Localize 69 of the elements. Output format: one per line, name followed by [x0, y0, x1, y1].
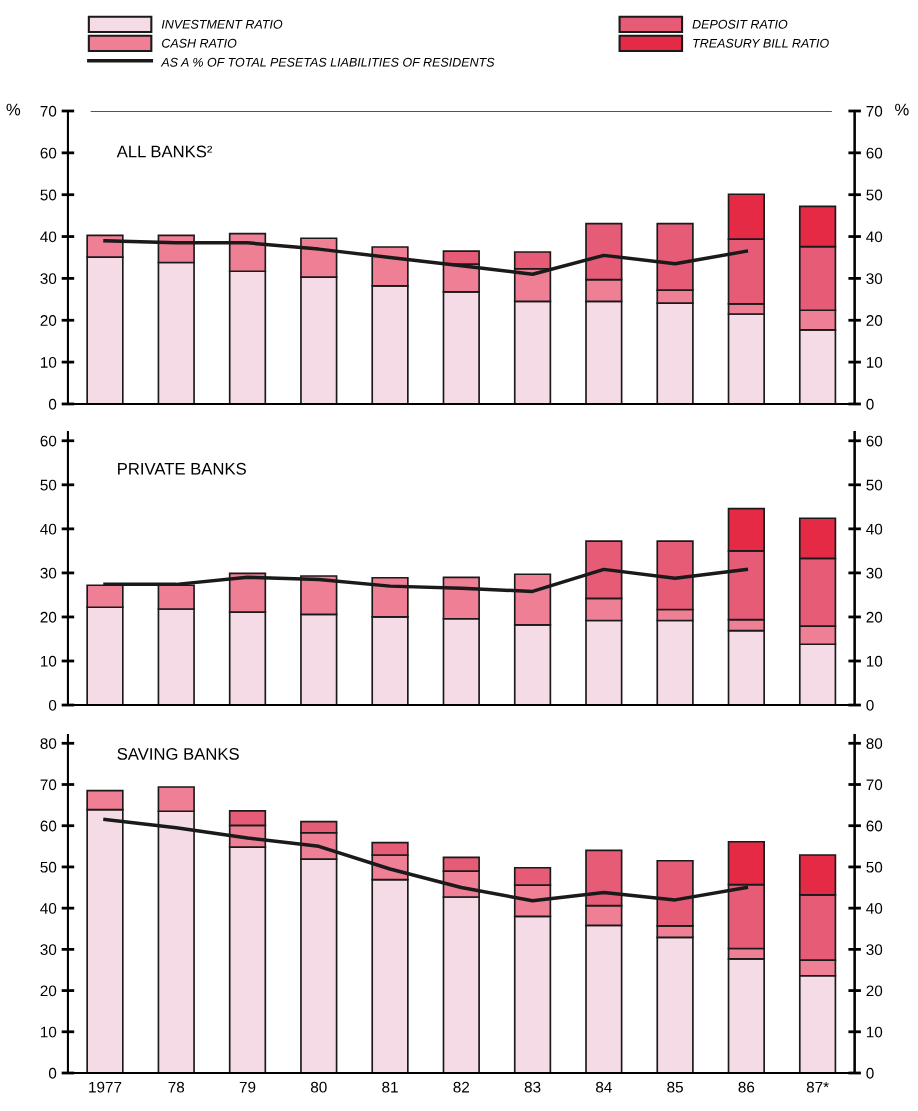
y2-tick-label: 0 — [866, 1067, 874, 1079]
x-tick-label: 81 — [382, 1081, 398, 1093]
y-tick-label: 0 — [48, 699, 57, 711]
y-tick-label: 60 — [40, 820, 57, 832]
y-tick-label: 40 — [40, 231, 57, 243]
y2-tick-label: 50 — [866, 861, 883, 873]
y2-tick-label: 30 — [866, 567, 883, 579]
text: ALL BANKS² — [116, 145, 213, 158]
y2-tick-label: 20 — [866, 985, 883, 997]
y-tick-label: 30 — [40, 273, 57, 285]
y-tick-label: 30 — [40, 944, 57, 956]
x-tick-label: 86 — [738, 1081, 755, 1093]
y-tick-label: 20 — [40, 611, 57, 623]
y2-tick-label: 50 — [866, 189, 883, 201]
x-tick-label: 84 — [595, 1081, 612, 1093]
y2-tick-label: 20 — [866, 611, 883, 623]
y-tick-label: 70 — [40, 105, 57, 117]
y2-tick-label: 40 — [866, 903, 883, 914]
y2-tick-label: 70 — [866, 779, 883, 791]
y-tick-label: 20 — [40, 315, 57, 326]
x-tick-label: 83 — [524, 1081, 541, 1093]
y-tick-label: 10 — [40, 655, 57, 667]
x-tick-label: 80 — [310, 1081, 327, 1093]
x-tick-label: 85 — [667, 1081, 683, 1093]
y2-tick-label: 50 — [866, 479, 883, 491]
y-tick-label: 50 — [40, 479, 57, 491]
y-tick-label: 10 — [40, 1026, 57, 1038]
legend-label: CASH RATIO — [162, 38, 237, 48]
y-tick-label: 0 — [48, 1067, 57, 1079]
y2-tick-label: 40 — [866, 231, 883, 243]
y2-tick-label: 20 — [866, 315, 883, 326]
y2-tick-label: 40 — [866, 523, 883, 535]
y2-tick-label: 10 — [866, 655, 883, 667]
y2-tick-label: 30 — [866, 273, 883, 285]
y2-tick-label: 80 — [866, 738, 883, 749]
y-tick-label: 50 — [40, 189, 57, 201]
x-tick-label: 1977 — [89, 1081, 122, 1093]
y-tick-label: 0 — [48, 398, 57, 410]
y-tick-label: 80 — [40, 738, 57, 749]
y-tick-label: 30 — [40, 567, 57, 579]
text: SAVING BANKS — [117, 747, 239, 760]
y-tick-label: 40 — [40, 903, 57, 914]
y2-tick-label: 0 — [866, 699, 874, 711]
y-tick-label: 70 — [40, 779, 57, 791]
legend-label: DEPOSIT RATIO — [692, 19, 788, 29]
x-tick-label: 78 — [168, 1081, 185, 1093]
y-tick-label: 10 — [40, 356, 57, 368]
y2-tick-label: 60 — [866, 147, 883, 159]
y2-tick-label: 10 — [866, 1026, 883, 1038]
y2-axis-title: % — [895, 103, 909, 116]
x-tick-label: 79 — [239, 1081, 256, 1093]
text: PRIVATE BANKS — [118, 462, 246, 475]
y2-tick-label: 10 — [866, 356, 883, 368]
y-axis-title: % — [6, 103, 21, 116]
legend-label: INVESTMENT RATIO — [161, 19, 283, 29]
y2-tick-label: 30 — [866, 944, 883, 956]
y-tick-label: 50 — [40, 861, 57, 873]
y2-tick-label: 60 — [866, 435, 883, 447]
x-tick-label: 82 — [453, 1081, 470, 1093]
y-tick-label: 60 — [40, 435, 57, 447]
y2-tick-label: 60 — [866, 820, 883, 832]
y-tick-label: 60 — [40, 147, 57, 159]
y2-tick-label: 0 — [866, 398, 874, 410]
y-tick-label: 20 — [40, 985, 57, 997]
x-tick-label: 87* — [806, 1081, 829, 1093]
y-tick-label: 40 — [40, 523, 57, 535]
legend-label: AS A % OF TOTAL PESETAS LIABILITIES OF RESIDENTS — [160, 57, 495, 67]
legend-label: TREASURY BILL RATIO — [693, 38, 829, 48]
y2-tick-label: 70 — [866, 105, 883, 117]
